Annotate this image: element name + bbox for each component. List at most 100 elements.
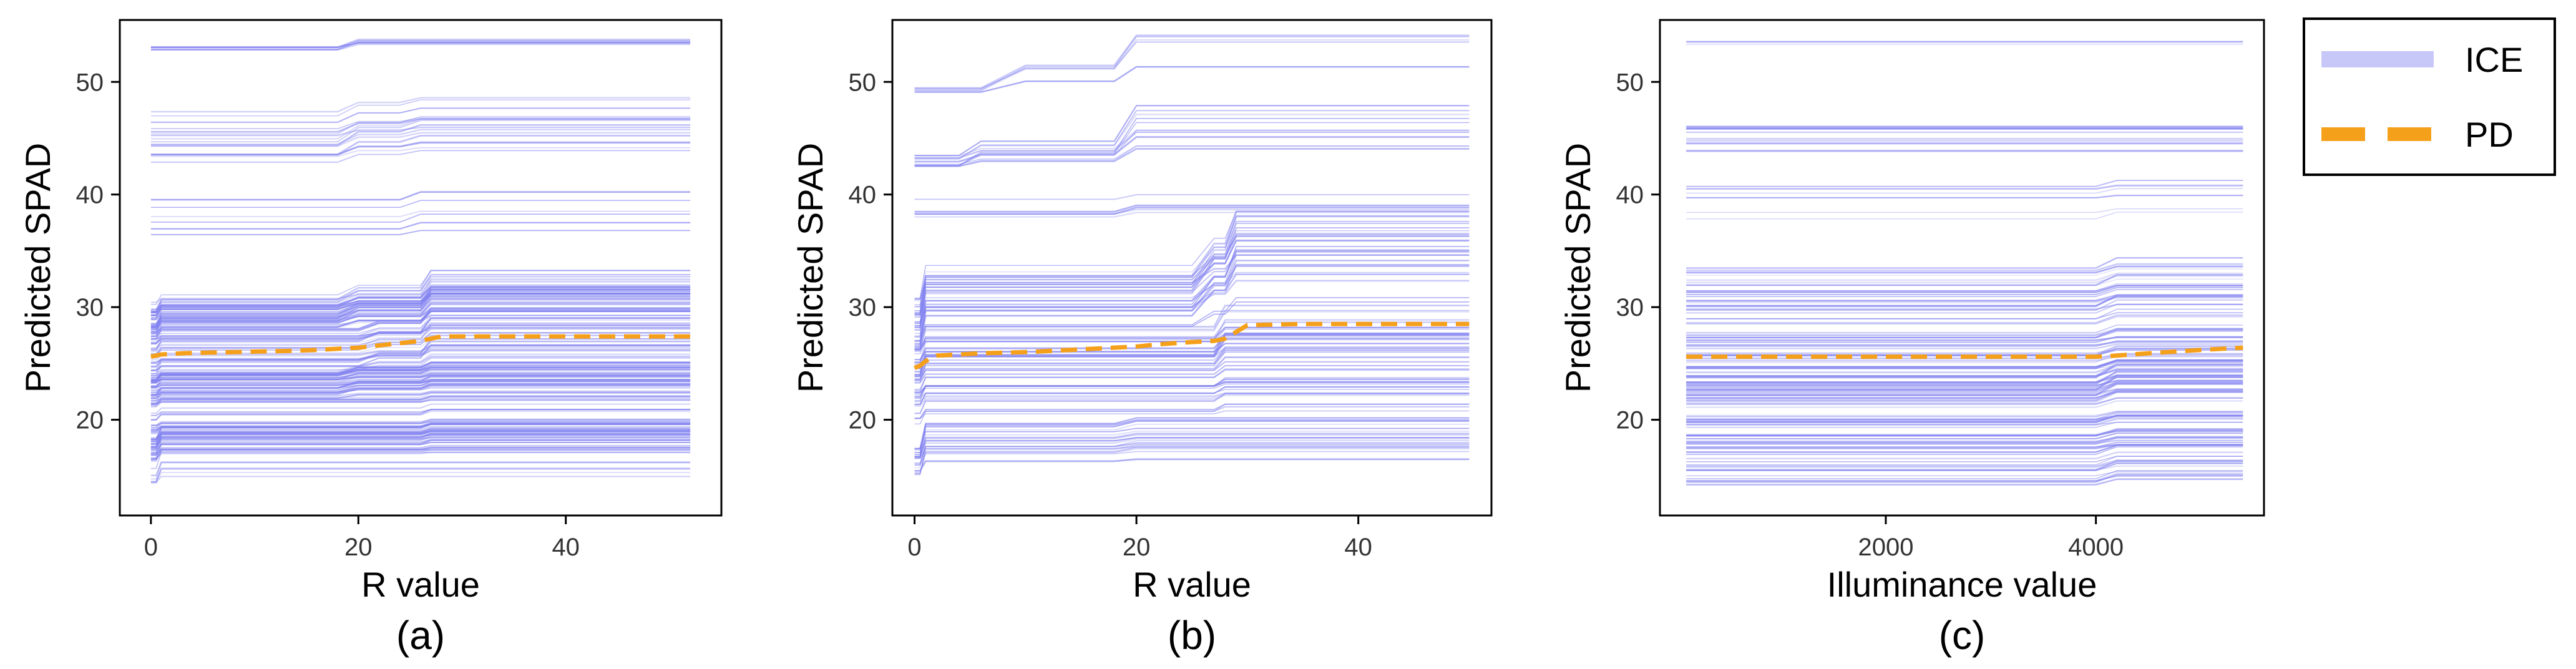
- ice-line: [150, 141, 691, 156]
- ice-line: [1686, 451, 2243, 459]
- ice-line: [150, 409, 691, 421]
- y-tick-label: 30: [76, 294, 104, 321]
- ice-line: [150, 440, 691, 459]
- ice-line: [914, 347, 1470, 365]
- ice-line: [1686, 343, 2243, 349]
- ice-line: [1686, 472, 2243, 482]
- ice-line: [914, 444, 1470, 476]
- ice-line: [914, 220, 1470, 328]
- ice-line: [1686, 283, 2243, 291]
- ice-line: [914, 444, 1470, 464]
- ice-line: [150, 423, 691, 441]
- ice-line: [914, 110, 1470, 160]
- ice-line: [150, 418, 691, 429]
- ice-line: [150, 380, 691, 389]
- y-tick-label: 40: [849, 182, 877, 209]
- ice-line: [914, 216, 1470, 315]
- ice-line: [150, 409, 691, 416]
- ice-line: [1686, 460, 2243, 471]
- ice-line: [1686, 355, 2243, 362]
- ice-line: [150, 40, 691, 48]
- y-tick-label: 40: [76, 182, 104, 209]
- ice-line: [150, 373, 691, 384]
- ice-line: [914, 210, 1470, 315]
- ice-line: [914, 368, 1470, 392]
- ice-line: [150, 315, 691, 330]
- ice-line: [914, 431, 1470, 453]
- ice-line: [150, 338, 691, 372]
- ice-line: [914, 418, 1470, 451]
- ice-line: [150, 322, 691, 344]
- ice-line: [914, 334, 1470, 369]
- ice-line: [914, 227, 1470, 328]
- ice-line: [914, 236, 1470, 300]
- ice-line: [150, 116, 691, 135]
- ice-line: [914, 235, 1470, 325]
- ice-line: [150, 279, 691, 313]
- ice-line: [150, 129, 691, 145]
- ice-line: [1686, 194, 2243, 199]
- ice-line: [150, 333, 691, 350]
- ice-line: [150, 191, 691, 201]
- ice-line: [1686, 325, 2243, 333]
- y-tick-label: 50: [76, 69, 104, 96]
- ice-line: [150, 396, 691, 405]
- ice-line: [914, 356, 1470, 381]
- ice-line: [150, 353, 691, 372]
- y-axis-label: Predicted SPAD: [791, 143, 830, 393]
- ice-line: [1686, 411, 2243, 416]
- ice-line: [1686, 295, 2243, 308]
- ice-line: [150, 439, 691, 448]
- ice-line: [1686, 391, 2243, 401]
- ice-line: [1686, 461, 2243, 468]
- ice-line: [150, 349, 691, 363]
- ice-line: [1686, 382, 2243, 396]
- ice-line: [914, 424, 1470, 459]
- ice-line: [1686, 383, 2243, 397]
- ice-line: [150, 301, 691, 329]
- ice-line: [150, 381, 691, 396]
- ice-line: [1686, 278, 2243, 286]
- ice-line: [914, 419, 1470, 450]
- ice-line: [150, 392, 691, 404]
- ice-line: [914, 394, 1470, 407]
- ice-line: [914, 260, 1470, 342]
- ice-line: [150, 411, 691, 421]
- ice-line: [1686, 274, 2243, 286]
- ice-line: [150, 472, 691, 484]
- ice-line: [1686, 364, 2243, 379]
- ice-line: [914, 338, 1470, 373]
- ice-line: [914, 273, 1470, 326]
- ice-line: [150, 230, 691, 235]
- ice-line: [1686, 428, 2243, 437]
- x-tick-label: 0: [907, 534, 921, 561]
- x-axis-label: R value: [1133, 565, 1251, 604]
- ice-line: [1686, 208, 2243, 213]
- ice-line: [150, 302, 691, 333]
- ice-line: [150, 439, 691, 449]
- ice-line: [1686, 288, 2243, 298]
- ice-line: [150, 421, 691, 427]
- ice-line: [914, 406, 1470, 419]
- ice-line: [150, 418, 691, 426]
- ice-line: [150, 297, 691, 326]
- ice-line: [914, 439, 1470, 464]
- ice-line: [1686, 341, 2243, 346]
- ice-line: [1686, 388, 2243, 394]
- ice-line: [914, 446, 1470, 474]
- ice-line: [1686, 446, 2243, 455]
- ice-line: [150, 376, 691, 387]
- ice-line: [1686, 314, 2243, 324]
- ice-line: [914, 351, 1470, 380]
- ice-line: [914, 301, 1470, 342]
- ice-line: [1686, 377, 2243, 387]
- ice-line: [1686, 439, 2243, 444]
- ice-line: [150, 461, 691, 477]
- ice-line: [914, 338, 1470, 376]
- ice-line: [1686, 294, 2243, 306]
- ice-line: [1686, 478, 2243, 486]
- ice-line: [914, 232, 1470, 313]
- ice-line: [914, 458, 1470, 472]
- ice-line: [1686, 366, 2243, 377]
- ice-line: [914, 207, 1470, 215]
